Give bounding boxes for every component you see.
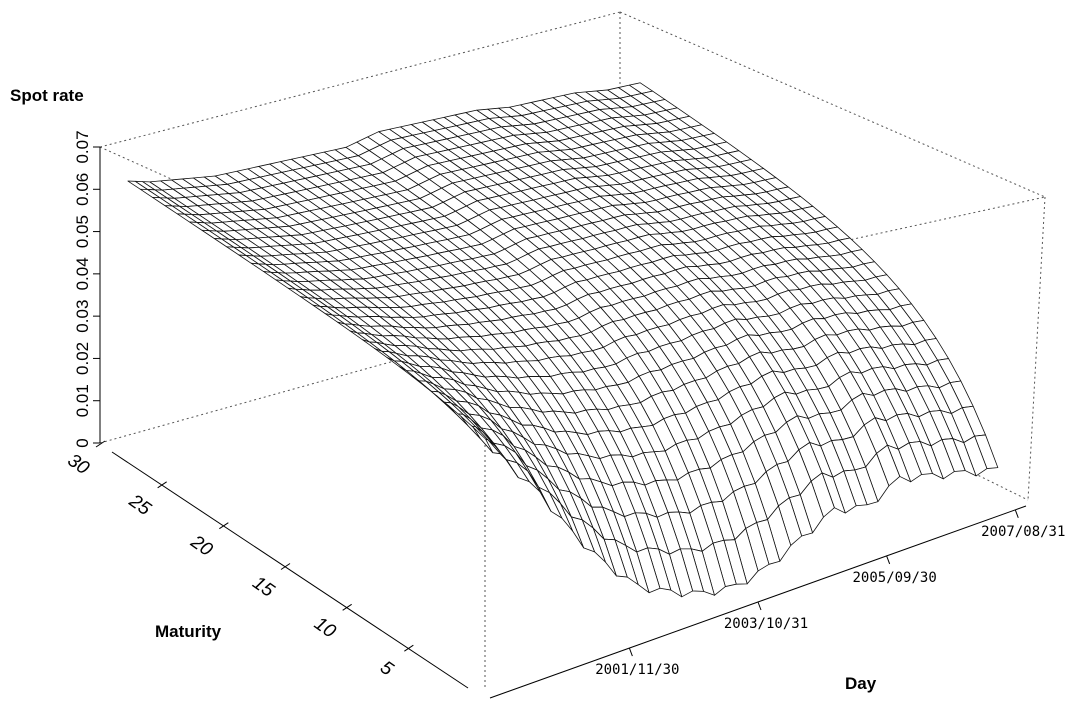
day-axis-ticks: 2001/11/30 2003/10/31 2005/09/30 2007/08/31 [595,509,1065,678]
day-tick-label: 2001/11/30 [595,662,679,678]
z-tick-label: 0.03 [73,300,92,333]
day-tick-label: 2007/08/31 [981,524,1065,540]
z-tick-label: 0.06 [73,173,92,206]
maturity-axis-ticks: 5 10 15 20 25 30 [63,440,414,681]
z-tick-label: 0.01 [73,384,92,417]
maturity-tick-mark [219,522,229,530]
maturity-tick-mark [157,481,167,489]
maturity-tick-mark [280,563,291,570]
maturity-tick-label: 25 [124,490,155,520]
z-axis-ticks: 0 0.01 0.02 0.03 0.04 0.05 0.06 0.07 [73,130,100,448]
maturity-tick-mark [95,440,106,448]
maturity-tick-mark [404,644,414,652]
maturity-tick-label: 5 [376,657,397,681]
surface-facet [472,426,494,454]
day-tick-mark [628,647,633,657]
day-tick-mark [886,555,891,565]
day-tick-label: 2005/09/30 [852,570,936,586]
day-tick-mark [1014,509,1019,519]
z-tick-label: 0.04 [73,257,92,290]
z-tick-label: 0.07 [73,130,92,163]
day-tick-mark [757,601,762,611]
maturity-axis-line [111,451,469,689]
maturity-tick-label: 10 [310,613,340,643]
maturity-tick-label: 20 [186,531,217,561]
maturity-tick-label: 30 [63,450,93,480]
maturity-axis-title: Maturity [155,622,222,641]
spot-rate-surface [127,82,999,598]
maturity-tick-label: 15 [248,572,278,602]
z-tick-label: 0 [73,438,92,447]
maturity-tick-mark [342,603,352,611]
day-tick-label: 2003/10/31 [724,616,808,632]
z-tick-label: 0.05 [73,215,92,248]
day-axis-title: Day [845,674,877,693]
z-tick-label: 0.02 [73,342,92,375]
z-axis-title: Spot rate [10,86,84,105]
